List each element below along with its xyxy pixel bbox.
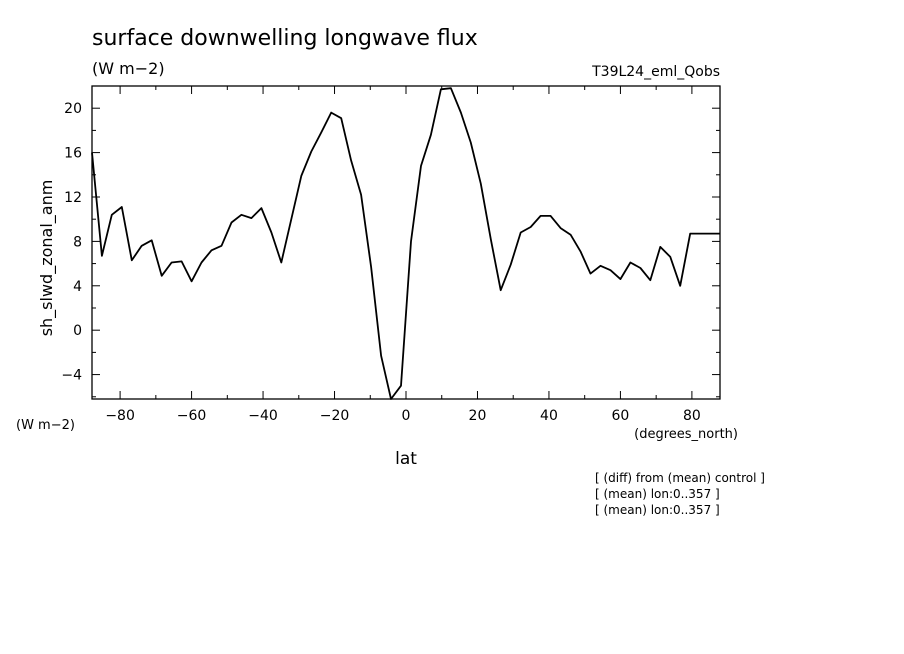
x-tick-label: −60 [177,408,207,424]
chart-title: surface downwelling longwave flux [92,26,478,51]
y-tick-label: 12 [64,190,82,206]
chart-units: (W m−2) [92,59,165,78]
y-tick-label: 8 [73,234,82,250]
note-line: [ (mean) lon:0..357 ] [595,487,720,501]
y-units-label: (W m−2) [16,418,75,433]
y-tick-label: −4 [61,368,82,384]
series-line [91,87,720,400]
x-tick-label: −80 [105,408,135,424]
x-tick-label: 20 [469,408,487,424]
x-tick-label: −20 [320,408,350,424]
x-tick-label: 60 [612,408,630,424]
y-tick-label: 4 [73,279,82,295]
notes: [ (diff) from (mean) control ] [ (mean) … [595,471,765,517]
note-line: [ (diff) from (mean) control ] [595,471,765,485]
x-tick-label: 80 [683,408,701,424]
x-units-label: (degrees_north) [634,427,738,442]
note-line: [ (mean) lon:0..357 ] [595,503,720,517]
y-tick-label: 20 [64,101,82,117]
x-axis-label: lat [395,449,417,469]
plot-frame [91,85,721,400]
y-axis-label: sh_slwd_zonal_anm [37,180,57,337]
x-tick-label: −40 [248,408,278,424]
y-tick-label: 16 [64,146,82,162]
run-label: T39L24_eml_Qobs [591,64,720,80]
x-tick-label: 40 [540,408,558,424]
y-tick-label: 0 [73,323,82,339]
x-tick-label: 0 [402,408,411,424]
